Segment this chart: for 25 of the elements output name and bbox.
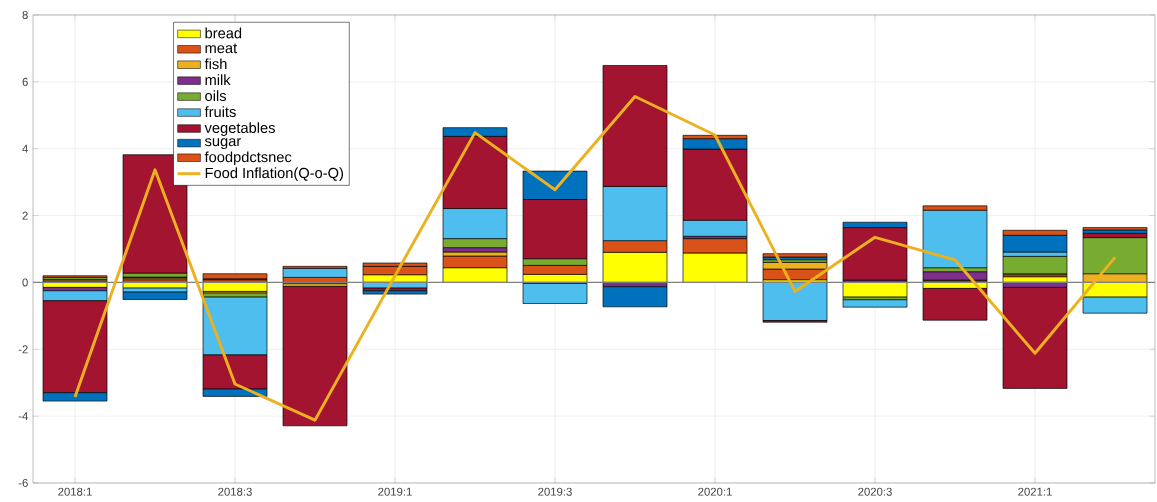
x-tick-label: 2019:3 <box>538 487 572 496</box>
legend-label: oils <box>205 90 227 102</box>
y-tick-label: -4 <box>18 412 28 421</box>
legend-label: meat <box>205 43 238 54</box>
x-tick-label: 2020:3 <box>858 487 892 496</box>
y-tick-label: 8 <box>22 10 28 19</box>
y-tick-label: 0 <box>22 278 28 287</box>
x-tick-label: 2021:1 <box>1018 487 1052 496</box>
x-tick-label: 2018:3 <box>218 487 252 496</box>
x-tick-label: 2019:1 <box>378 487 412 496</box>
y-tick-label: -2 <box>18 345 28 354</box>
legend-label: foodpdctsnec <box>204 151 292 166</box>
legend-label: vegetables <box>204 122 275 136</box>
legend-label: fish <box>204 58 227 70</box>
legend-label: milk <box>205 74 231 85</box>
y-tick-label: 4 <box>22 144 28 153</box>
legend-label: fruits <box>204 106 236 118</box>
legend-label: bread <box>205 27 242 39</box>
x-tick-label: 2018:1 <box>58 487 92 496</box>
legend-label: sugar <box>204 138 241 150</box>
y-tick-label: -6 <box>18 478 28 487</box>
y-tick-label: 6 <box>22 77 28 86</box>
x-tick-label: 2020:1 <box>698 487 732 496</box>
y-tick-label: 2 <box>22 211 28 220</box>
legend-label: Food Inflation(Q-o-Q) <box>205 167 343 182</box>
